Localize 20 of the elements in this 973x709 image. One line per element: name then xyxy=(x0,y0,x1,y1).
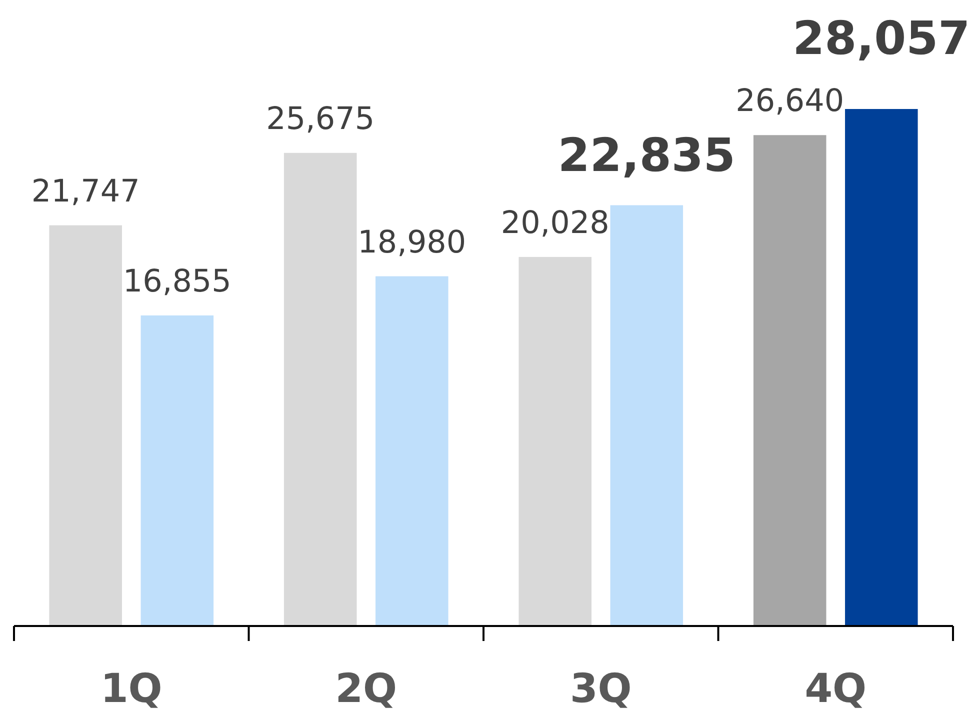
text: 28,057 xyxy=(792,11,970,66)
x-tick-label: 3Q xyxy=(570,666,632,709)
data-label: 26,640 xyxy=(736,83,844,120)
data-label: 18,980 xyxy=(358,224,466,260)
bar xyxy=(518,256,592,626)
bar xyxy=(610,205,684,626)
bar xyxy=(845,109,918,626)
data-label: 16,855 xyxy=(122,263,232,300)
x-tick-label: 1Q xyxy=(100,666,162,709)
bar xyxy=(49,225,122,626)
annotation: 22,835 xyxy=(558,128,736,182)
data-label: 25,675 xyxy=(266,100,375,137)
x-tick-label: 2Q xyxy=(335,666,398,709)
bar xyxy=(140,315,214,626)
bar xyxy=(284,152,357,626)
x-tick-label: 4Q xyxy=(804,666,867,709)
data-label: 20,028 xyxy=(500,204,610,241)
data-label: 21,747 xyxy=(31,173,140,210)
bar xyxy=(753,135,826,626)
bar xyxy=(376,276,448,626)
